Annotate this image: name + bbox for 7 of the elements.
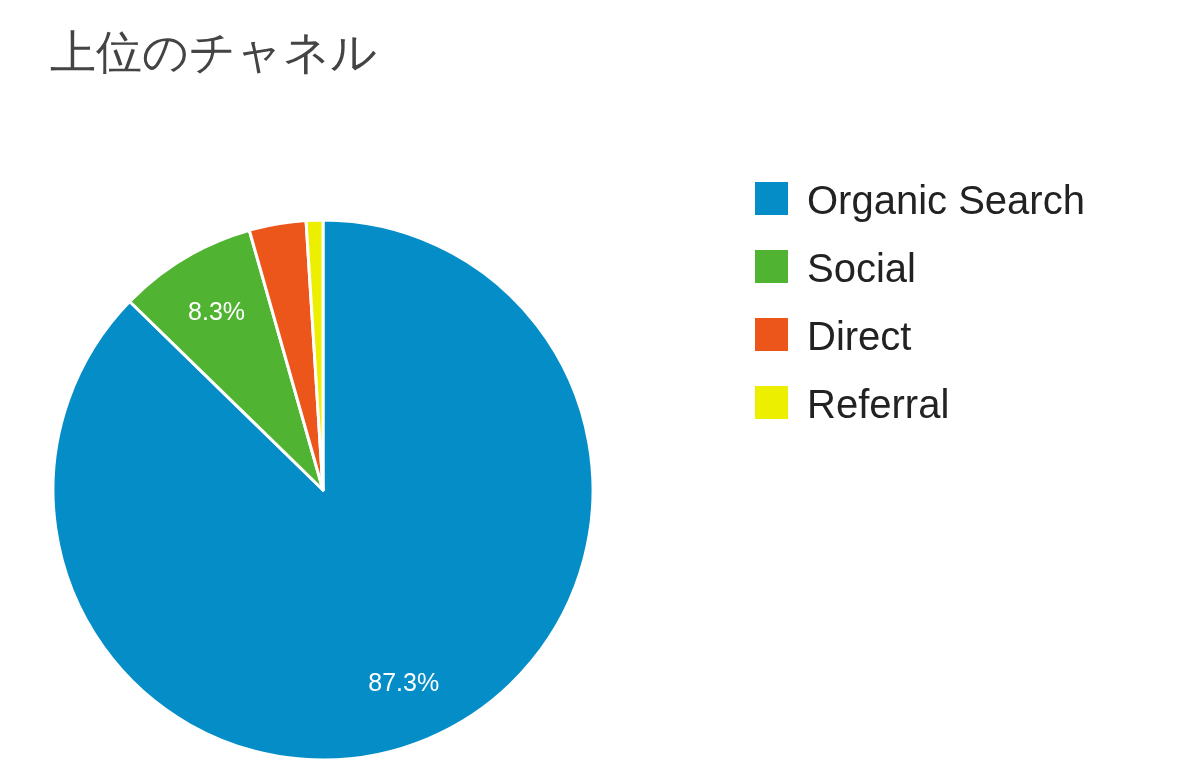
legend-label: Direct xyxy=(807,314,912,358)
data-label: 8.3% xyxy=(188,297,246,326)
data-label: 87.3% xyxy=(368,667,440,696)
legend-label: Referral xyxy=(807,382,950,426)
legend-label: Social xyxy=(807,246,916,290)
chart-title: 上位のチャネル xyxy=(50,26,377,78)
legend-label: Organic Search xyxy=(807,178,1085,222)
